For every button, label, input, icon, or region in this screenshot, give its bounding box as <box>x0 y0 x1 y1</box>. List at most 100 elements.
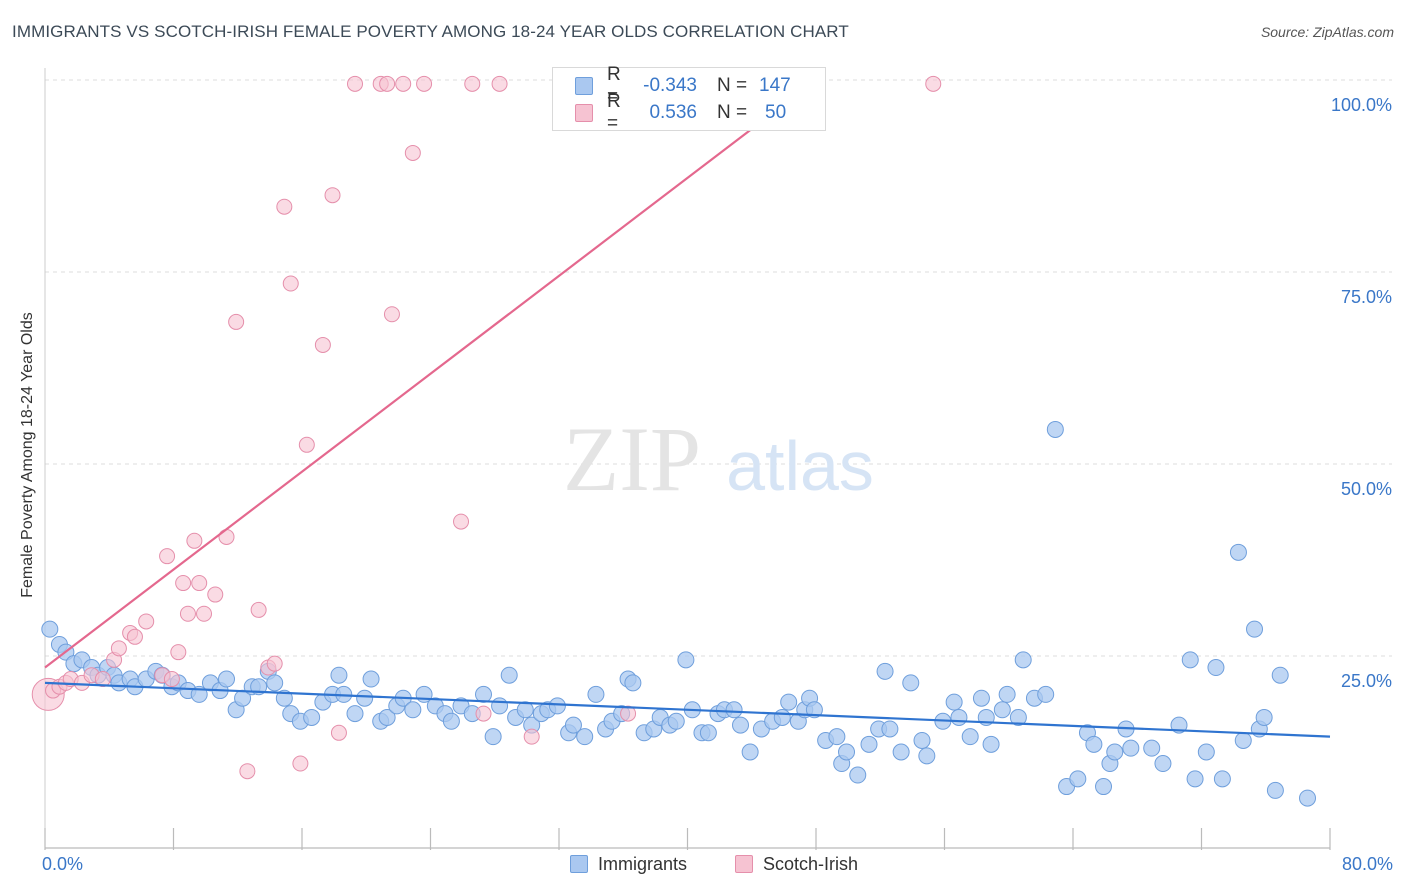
scotch-irish-point <box>464 75 481 92</box>
immigrants-point <box>993 701 1011 719</box>
chart-title: IMMIGRANTS VS SCOTCH-IRISH FEMALE POVERT… <box>12 22 849 41</box>
immigrants-point <box>346 705 364 723</box>
x-tick-label: 0.0% <box>42 854 83 874</box>
r-label: R = <box>607 64 621 107</box>
scotch-irish-point <box>94 671 111 688</box>
immigrants-point <box>828 728 846 746</box>
immigrants-point <box>667 712 685 730</box>
scotch-irish-point <box>379 75 396 92</box>
immigrants-point <box>780 693 798 711</box>
watermark-zip: ZIP <box>563 408 701 510</box>
immigrants-point <box>998 685 1016 703</box>
source-label: Source: ZipAtlas.com <box>1260 24 1394 40</box>
immigrants-point <box>699 724 717 742</box>
immigrants-point <box>677 651 695 669</box>
immigrants-point <box>275 689 293 707</box>
immigrants-point <box>1037 685 1055 703</box>
scotch-irish-point <box>620 705 637 722</box>
immigrants-point <box>945 693 963 711</box>
scotch-irish-point <box>126 628 143 645</box>
immigrants-point <box>1229 543 1247 561</box>
immigrants-trend-line <box>44 681 1331 738</box>
immigrants-point <box>1095 778 1113 796</box>
immigrants-point <box>41 620 59 638</box>
scotch-irish-point <box>138 613 155 630</box>
immigrants-point <box>1143 739 1161 757</box>
scotch-irish-points <box>31 75 942 780</box>
immigrants-point <box>442 712 460 730</box>
immigrants-point <box>1154 755 1172 773</box>
scotch-irish-trend-line <box>44 79 817 669</box>
n-value-scotch-irish: 50 <box>765 102 787 123</box>
scotch-irish-point <box>191 575 208 592</box>
immigrants-point <box>892 743 910 761</box>
n-label: N = <box>717 75 748 96</box>
immigrants-point <box>356 689 374 707</box>
immigrants-legend-label: Immigrants <box>598 853 688 874</box>
immigrants-point <box>484 728 502 746</box>
r-value-scotch-irish: 0.536 <box>649 102 697 123</box>
immigrants-point <box>491 697 509 715</box>
immigrants-point <box>1046 420 1064 438</box>
scotch-irish-point <box>298 436 315 453</box>
trend-lines <box>44 79 1331 738</box>
scotch-irish-point <box>196 605 213 622</box>
y-tick-label: 75.0% <box>1341 287 1392 307</box>
bottom-legend-scotch-irish: Scotch-Irish <box>735 852 858 876</box>
scotch-irish-point <box>475 705 492 722</box>
immigrants-point <box>1085 735 1103 753</box>
immigrants-point <box>1246 620 1264 638</box>
immigrants-point <box>1213 770 1231 788</box>
immigrants-point <box>362 670 380 688</box>
immigrants-point <box>303 708 321 726</box>
correlation-legend: R = -0.343 N = 147 R = 0.536 N = 50 <box>552 64 826 134</box>
immigrants-point <box>849 766 867 784</box>
scotch-irish-point <box>292 755 309 772</box>
r-label: R = <box>607 91 621 134</box>
immigrants-point <box>1122 739 1140 757</box>
immigrants-point <box>475 685 493 703</box>
scotch-irish-point <box>453 513 470 530</box>
scotch-irish-point <box>523 728 540 745</box>
legend-row-immigrants: R = -0.343 N = 147 <box>575 64 791 107</box>
immigrants-point <box>218 670 236 688</box>
immigrants-point <box>773 708 791 726</box>
scotch-irish-point <box>416 75 433 92</box>
immigrants-point <box>732 716 750 734</box>
bottom-legend-immigrants: Immigrants <box>570 852 687 876</box>
immigrants-swatch <box>570 855 588 873</box>
scotch-irish-point <box>276 198 293 215</box>
scotch-irish-point <box>314 336 331 353</box>
immigrants-point <box>624 674 642 692</box>
immigrants-point <box>982 735 1000 753</box>
r-value-immigrants: -0.343 <box>643 75 697 96</box>
legend-row-scotch-irish: R = 0.536 N = 50 <box>575 91 787 134</box>
immigrants-point <box>1186 770 1204 788</box>
immigrants-point <box>266 674 284 692</box>
immigrants-point <box>805 701 823 719</box>
scotch-irish-legend-label: Scotch-Irish <box>763 853 859 874</box>
immigrants-point <box>404 701 422 719</box>
y-tick-label: 50.0% <box>1341 479 1392 499</box>
immigrants-point <box>1207 659 1225 677</box>
immigrants-point <box>918 747 936 765</box>
scotch-irish-point <box>163 671 180 688</box>
immigrants-point <box>860 735 878 753</box>
tick-labels: 25.0% 50.0% 75.0% 100.0% 0.0% 80.0% <box>42 95 1393 874</box>
scotch-irish-point <box>186 532 203 549</box>
immigrants-point <box>576 728 594 746</box>
scotch-irish-point <box>207 586 224 603</box>
scotch-irish-point <box>395 75 412 92</box>
immigrants-point <box>913 731 931 749</box>
scotch-irish-point <box>218 528 235 545</box>
immigrants-point <box>587 685 605 703</box>
immigrants-point <box>1255 708 1273 726</box>
n-value-immigrants: 147 <box>759 75 791 96</box>
immigrants-point <box>378 708 396 726</box>
immigrants-point <box>500 666 518 684</box>
scotch-irish-swatch <box>735 855 753 873</box>
scotch-irish-point <box>110 640 127 657</box>
scotch-irish-point <box>175 575 192 592</box>
immigrants-point <box>950 708 968 726</box>
